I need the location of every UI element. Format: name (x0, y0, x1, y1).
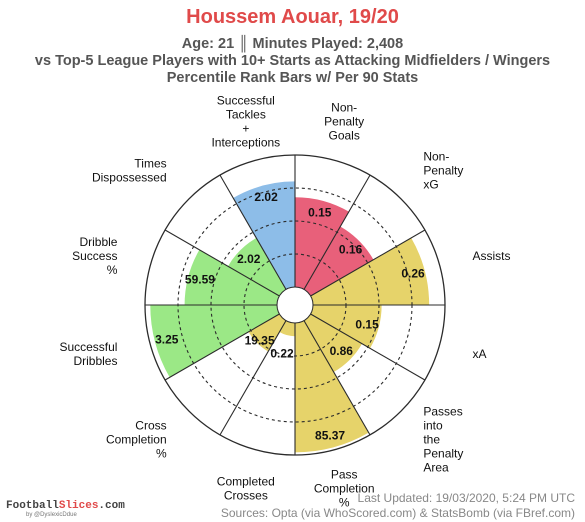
value-label: 0.16 (339, 242, 363, 256)
category-label-line: Pass (331, 468, 358, 482)
category-label-line: xG (423, 178, 438, 192)
spoke-5 (303, 320, 371, 436)
category-label: Successful Dribbles (59, 340, 117, 368)
spoke-7 (219, 320, 287, 436)
value-label: 0.86 (330, 344, 354, 358)
value-label: 85.37 (315, 429, 345, 443)
value-label: 2.02 (237, 252, 261, 266)
logo-text-com: .com (98, 500, 125, 512)
value-label: 3.25 (155, 332, 179, 346)
category-label-line: + (242, 121, 249, 135)
category-label: xA (473, 347, 487, 361)
category-label-line: Non- (331, 100, 357, 114)
category-label-line: Goals (328, 128, 359, 142)
category-label: Passes into the Penalty Area (423, 404, 463, 474)
data-sources: Sources: Opta (via WhoScored.com) & Stat… (220, 506, 575, 520)
category-label: Non-Penalty xG (423, 150, 463, 192)
category-label: Successful Tackles + Interceptions (211, 93, 280, 149)
bar-xa (310, 305, 382, 349)
category-label-line: Area (423, 460, 449, 474)
category-label: Cross Completion% (106, 418, 167, 460)
bar-assists (310, 237, 430, 305)
category-label-line: Interceptions (211, 135, 280, 149)
bar-non--penalty-xg (304, 226, 374, 296)
logo-text-football: Football (6, 500, 59, 512)
bar-successful-dribbles (150, 305, 280, 378)
category-label-line: Penalty (423, 164, 463, 178)
spoke-4 (310, 313, 426, 381)
footballslices-logo: FootballSlices.com (6, 500, 125, 512)
value-label: 19.35 (245, 333, 275, 347)
category-label-line: xA (473, 347, 487, 361)
spoke-2 (310, 229, 426, 297)
bar-non--penalty-goals (295, 197, 349, 290)
category-label-line: % (339, 496, 350, 510)
category-label-line: into (423, 418, 443, 432)
category-label-line: Dribbles (73, 354, 117, 368)
category-label-line: Passes (423, 404, 462, 418)
category-label: Completed Crosses (217, 475, 275, 503)
category-label-line: Success (72, 249, 117, 263)
value-label: 0.26 (401, 266, 425, 280)
spoke-8 (164, 313, 280, 381)
bar-times-dispossessed (227, 237, 286, 296)
spoke-1 (303, 174, 371, 290)
category-label-line: Successful (59, 340, 117, 354)
chart-title: Houssem Aouar, 19/20 (186, 6, 399, 28)
category-label-line: Penalty (324, 114, 364, 128)
category-label: Pass Completion% (314, 468, 375, 510)
bar-passes-into-the-penalty-area (304, 314, 363, 373)
category-label-line: Dribble (79, 235, 117, 249)
value-label: 0.22 (270, 346, 294, 360)
category-label: Times Dispossessed (92, 157, 167, 185)
chart-subtitle-age: Age: 21 ║ Minutes Played: 2,408 (181, 36, 404, 52)
category-label: Assists (473, 249, 511, 263)
value-label: 59.59 (185, 273, 215, 287)
category-label-line: Penalty (423, 446, 463, 460)
bar-cross-completion- (248, 314, 286, 352)
bar-dribble-success- (184, 249, 280, 305)
category-label-line: % (107, 263, 118, 277)
value-label: 0.15 (308, 206, 332, 220)
category-label: Non-Penalty Goals (324, 100, 364, 142)
chart-subtitle-comparison: vs Top-5 League Players with 10+ Starts … (34, 53, 551, 69)
logo-text-slices: Slices (58, 500, 99, 512)
category-label-line: Non- (423, 150, 449, 164)
center-hole (276, 286, 314, 324)
category-label-line: Tackles (226, 107, 266, 121)
category-label-line: Crosses (224, 489, 268, 503)
category-label-line: Completion (314, 482, 375, 496)
category-label-line: the (423, 432, 440, 446)
bar-successful-tackles--interceptions (233, 181, 295, 290)
category-label-line: Cross (135, 418, 166, 432)
category-label-line: Completed (217, 475, 275, 489)
category-label-line: Times (134, 157, 166, 171)
bar-completed-crosses (279, 320, 295, 337)
category-label-line: Assists (473, 249, 511, 263)
category-label: Dribble Success% (72, 235, 118, 277)
value-label: 2.02 (254, 190, 278, 204)
value-label: 0.15 (355, 317, 379, 331)
category-label-line: Completion (106, 432, 167, 446)
logo-byline: by @DyslexicDdue (26, 512, 77, 518)
category-label-line: % (156, 446, 167, 460)
last-updated: Last Updated: 19/03/2020, 5:24 PM UTC (357, 491, 575, 505)
chart-subtitle-description: Percentile Rank Bars w/ Per 90 Stats (166, 70, 419, 86)
bar-pass-completion- (295, 320, 369, 453)
spoke-10 (164, 229, 280, 297)
spoke-11 (219, 174, 287, 290)
category-label-line: Successful (217, 93, 275, 107)
category-label-line: Dispossessed (92, 171, 167, 185)
